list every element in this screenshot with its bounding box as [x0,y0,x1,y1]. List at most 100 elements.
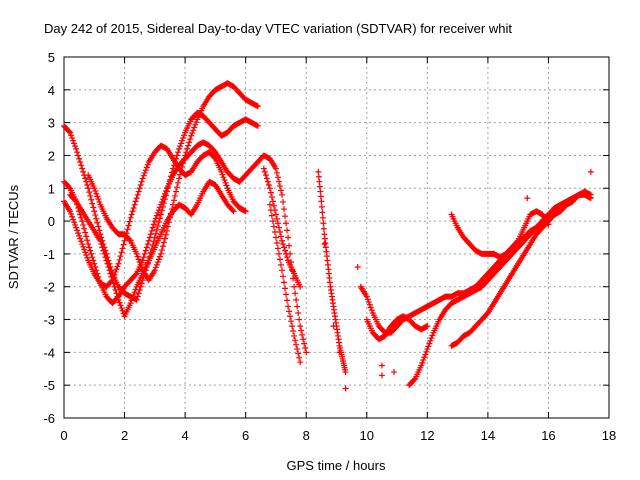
data-point [133,296,140,303]
data-point [154,259,161,266]
y-tick-label: 4 [48,83,55,98]
data-point [221,177,228,184]
data-point [136,259,143,266]
data-point [128,297,135,304]
data-point [418,362,425,369]
data-point [177,143,184,150]
data-point [342,385,349,392]
data-point [110,280,117,287]
data-point [299,331,306,338]
data-point [114,293,121,300]
data-point [71,140,78,147]
data-point [318,203,325,210]
x-tick-label: 12 [420,428,434,443]
data-point [79,218,86,225]
data-point [277,233,284,240]
data-point [163,227,170,234]
data-point [115,260,122,267]
data-point [524,195,531,202]
data-point [161,235,168,242]
data-point [286,308,293,315]
data-point [144,241,151,248]
data-point [83,252,90,259]
data-point [186,139,193,146]
data-point [81,246,88,253]
data-point [281,279,288,286]
data-point [133,195,140,202]
data-point [176,145,183,152]
data-point [297,323,304,330]
data-point [274,174,281,181]
data-point [177,171,184,178]
data-point [220,174,227,181]
data-point [67,129,74,136]
data-point [86,244,93,251]
data-point [99,244,106,251]
data-point [80,243,87,250]
data-point [166,214,173,221]
data-point [85,185,92,192]
data-point [280,273,287,280]
data-point [137,261,144,268]
data-point [366,301,373,308]
data-point [336,349,343,356]
data-point [75,152,82,159]
data-point [81,225,88,232]
data-point [134,191,141,198]
data-point [192,121,199,128]
data-point [282,285,289,292]
data-point [420,357,427,364]
data-point [142,247,149,254]
data-point [129,294,136,301]
y-tick-label: 3 [48,116,55,131]
y-tick-label: -1 [43,247,55,262]
data-point [69,134,76,141]
x-tick-label: 8 [303,428,310,443]
data-point [426,340,433,347]
data-point [175,149,182,156]
data-point [101,250,108,257]
data-point [321,241,328,248]
data-point [116,299,123,306]
data-point [274,220,281,227]
data-point [193,119,200,126]
data-point [138,264,145,271]
data-point [84,237,91,244]
data-point [146,234,153,241]
data-point [112,268,119,275]
data-point [70,216,77,223]
data-point [88,250,95,257]
data-point [131,289,138,296]
data-point [271,229,278,236]
data-point [298,327,305,334]
data-point [176,175,183,182]
data-point [98,241,105,248]
data-point [133,250,140,257]
data-point [266,185,273,192]
data-point [68,132,75,139]
data-point [102,254,109,261]
data-point [293,296,300,303]
data-point [74,227,81,234]
data-point [320,220,327,227]
data-point [180,160,187,167]
data-point [280,241,287,248]
data-point [108,273,115,280]
series-track-12 [448,208,552,261]
data-point [222,179,229,186]
data-point [429,332,436,339]
data-point [129,208,136,215]
data-point [273,239,280,246]
data-point [191,124,198,131]
data-point [291,283,298,290]
data-point [152,215,159,222]
data-point [275,250,282,257]
data-point [118,305,125,312]
data-point [154,209,161,216]
data-point [117,302,124,309]
data-point [281,244,288,251]
data-point [173,188,180,195]
data-point [153,212,160,219]
data-point [86,189,93,196]
data-point [424,323,431,330]
